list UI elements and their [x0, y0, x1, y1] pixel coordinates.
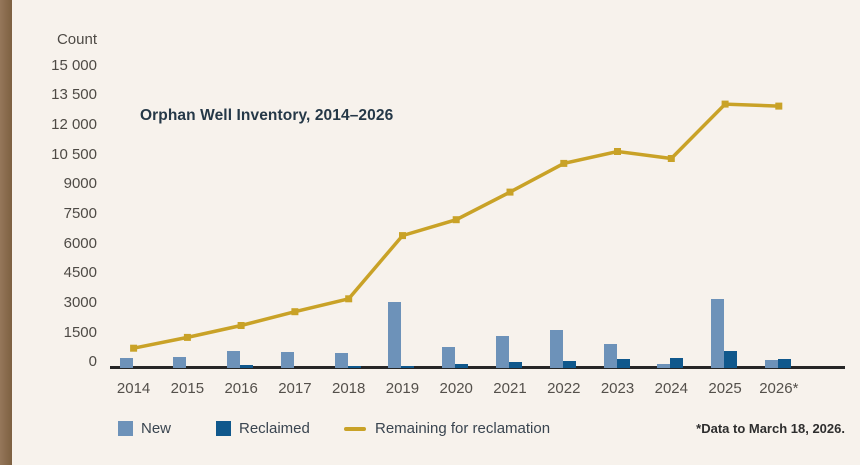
- bar-reclaimed-2023: [616, 359, 630, 368]
- line-marker-2016: [237, 322, 245, 329]
- y-axis-title: Count: [56, 31, 97, 48]
- x-tick-label: 2025: [708, 380, 742, 397]
- line-marker-2015: [183, 333, 191, 341]
- bar-new-2017: [280, 352, 294, 368]
- x-tick-label: 2018: [331, 380, 366, 397]
- bar-new-2016: [227, 351, 241, 368]
- x-tick-label: 2024: [654, 380, 688, 397]
- bar-reclaimed-2018: [347, 366, 361, 368]
- bar-new-2025: [711, 298, 725, 368]
- legend-label-reclaimed: Reclaimed: [239, 420, 310, 437]
- footnote: *Data to March 18, 2026.: [696, 421, 845, 436]
- bar-new-2018: [334, 353, 348, 368]
- y-tick-label: 13 500: [51, 86, 97, 104]
- y-tick-label: 12 000: [51, 116, 97, 133]
- x-tick-label: 2023: [600, 380, 635, 397]
- x-tick-label: 2021: [493, 380, 527, 397]
- bar-reclaimed-2016: [240, 365, 254, 368]
- remaining-trend-line: [133, 102, 779, 350]
- y-tick-label: 7500: [63, 204, 97, 222]
- x-tick-label: 2015: [170, 380, 205, 397]
- x-tick-label: 2014: [116, 380, 151, 397]
- y-tick-label: 10 500: [51, 145, 97, 163]
- bar-reclaimed-2019: [401, 366, 415, 368]
- legend-line-swatch-remaining: [344, 427, 366, 431]
- y-tick-label: 9000: [63, 175, 97, 193]
- line-marker-2018: [345, 295, 353, 303]
- y-tick-label: 6000: [63, 234, 97, 252]
- bar-new-2020: [442, 347, 456, 368]
- line-marker-2024: [667, 155, 675, 162]
- x-tick-label: 2026*: [759, 380, 799, 397]
- line-marker-2026*: [775, 102, 783, 110]
- legend: New Reclaimed Remaining for reclamation: [0, 420, 860, 440]
- bar-new-2023: [603, 344, 617, 368]
- legend-label-new: New: [141, 420, 172, 437]
- legend-item-new: New: [118, 420, 208, 437]
- line-marker-2023: [614, 148, 621, 155]
- x-axis-line: [110, 366, 845, 369]
- bar-new-2026*: [764, 360, 778, 368]
- bar-new-2021: [495, 336, 509, 368]
- bar-reclaimed-2026*: [777, 359, 791, 368]
- y-tick-label: 3000: [63, 293, 97, 311]
- y-tick-label: 15 000: [51, 56, 97, 74]
- bar-new-2022: [549, 330, 563, 368]
- x-tick-label: 2017: [278, 380, 312, 397]
- bar-reclaimed-2020: [455, 364, 469, 368]
- line-marker-2019: [399, 232, 406, 240]
- bar-new-2015: [173, 357, 187, 368]
- line-marker-2020: [452, 216, 460, 224]
- line-marker-2021: [506, 188, 514, 196]
- y-tick-label: 0: [88, 353, 97, 371]
- legend-label-remaining: Remaining for reclamation: [375, 420, 551, 437]
- x-tick-label: 2019: [385, 380, 420, 397]
- line-marker-2014: [130, 344, 138, 352]
- line-marker-2022: [560, 159, 568, 167]
- bar-new-2024: [657, 364, 671, 368]
- bar-new-2014: [119, 358, 133, 368]
- x-tick-label: 2022: [547, 380, 581, 397]
- bar-new-2019: [388, 301, 402, 368]
- x-tick-label: 2020: [439, 380, 473, 397]
- legend-swatch-new: [118, 421, 133, 436]
- bar-reclaimed-2025: [724, 351, 738, 368]
- x-tick-label: 2016: [224, 380, 258, 397]
- line-marker-2017: [291, 308, 299, 316]
- bar-reclaimed-2024: [670, 358, 684, 368]
- y-tick-label: 4500: [63, 264, 97, 282]
- bar-reclaimed-2021: [508, 362, 522, 368]
- legend-swatch-reclaimed: [216, 421, 231, 436]
- left-accent-bar: [0, 0, 12, 465]
- legend-item-remaining: Remaining for reclamation: [344, 420, 604, 437]
- legend-item-reclaimed: Reclaimed: [216, 420, 336, 437]
- bar-reclaimed-2022: [562, 361, 576, 368]
- chart-title: Orphan Well Inventory, 2014–2026: [140, 107, 394, 124]
- y-tick-label: 1500: [63, 323, 97, 341]
- line-marker-2025: [721, 100, 729, 108]
